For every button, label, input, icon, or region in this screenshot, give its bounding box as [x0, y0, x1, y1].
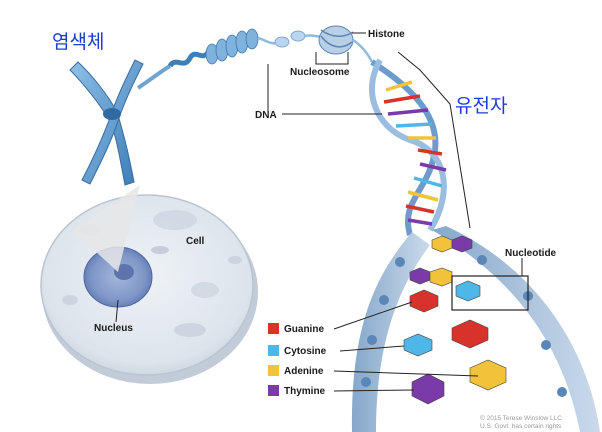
cytosine-leader [339, 345, 405, 352]
nucleotide-label: Nucleotide [505, 248, 557, 259]
coiled-fiber [167, 50, 211, 68]
cytosine-label: Cytosine [284, 346, 327, 357]
gene-bracket [397, 51, 471, 229]
backbone [368, 58, 447, 232]
organelle [62, 295, 78, 305]
guanine-label: Guanine [284, 324, 324, 335]
nucleus-label: Nucleus [94, 323, 133, 334]
nucleosome-bracket [315, 52, 349, 65]
magnification-cone [72, 185, 140, 272]
solenoid [205, 28, 259, 65]
cytosine-swatch [268, 345, 279, 356]
dna-helix-lower [351, 226, 600, 432]
organelle [191, 282, 219, 298]
histone-label: Histone [368, 29, 405, 40]
adenine-swatch [268, 365, 279, 376]
adenine-leader [333, 370, 479, 377]
dna-label: DNA [255, 110, 277, 121]
organelle [151, 246, 169, 254]
chromatid [69, 61, 135, 186]
adenine-label: Adenine [284, 366, 324, 377]
thymine-label: Thymine [284, 386, 326, 397]
legend-item-thymine: Thymine [268, 385, 326, 397]
thymine-leader [333, 389, 415, 392]
chromatid [81, 59, 144, 185]
gene-korean-label: 유전자 [455, 95, 507, 117]
organelle [174, 323, 206, 337]
legend-item-adenine: Adenine [268, 365, 324, 377]
base-pairs [383, 80, 447, 226]
cell-label: Cell [186, 236, 205, 247]
organelle [153, 210, 197, 230]
bead [274, 36, 290, 48]
backbone-nodes [361, 255, 567, 397]
nucleotide-box [451, 275, 529, 311]
cell [40, 194, 258, 384]
guanine-swatch [268, 323, 279, 334]
credit-line-2: U.S. Govt. has certain rights [480, 423, 562, 430]
bead [290, 30, 306, 42]
nucleus-leader [115, 299, 119, 323]
chromosome [69, 59, 144, 186]
legend-item-cytosine: Cytosine [268, 345, 327, 357]
organelle [228, 256, 242, 264]
backbone-right [432, 226, 600, 432]
backbone-left [351, 232, 430, 432]
centromere [103, 108, 121, 120]
nucleotide-bases [403, 235, 507, 405]
guanine-leader [333, 301, 413, 330]
dna-helix-upper [368, 58, 447, 236]
chromatin-fiber [136, 28, 325, 90]
nucleosome-label: Nucleosome [290, 67, 350, 78]
thymine-swatch [268, 385, 279, 396]
nucleosome-complex [318, 25, 374, 63]
legend-item-guanine: Guanine [268, 323, 324, 335]
chromosome-korean-label: 염색체 [52, 31, 104, 53]
leader-lines [115, 32, 523, 392]
credit-line-1: © 2015 Terese Winslow LLC [480, 414, 562, 422]
base-legend: Guanine Cytosine Adenine Thymine [268, 323, 327, 397]
